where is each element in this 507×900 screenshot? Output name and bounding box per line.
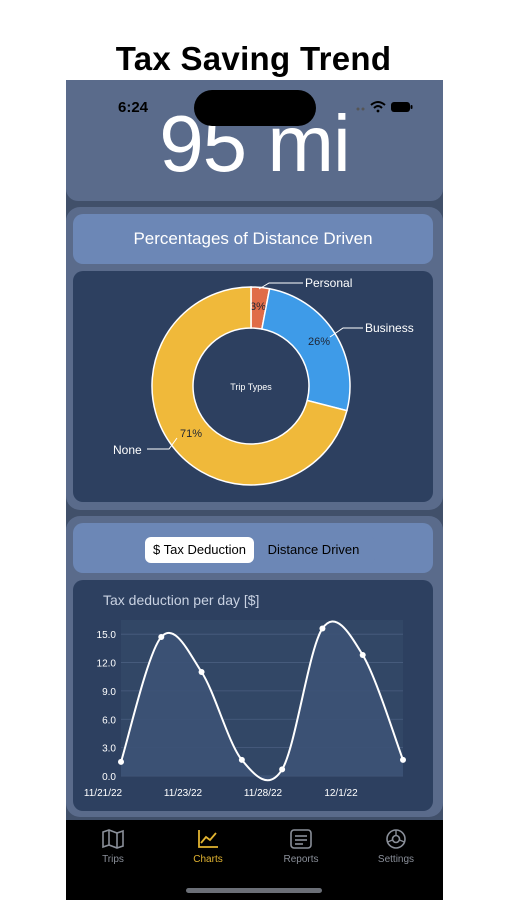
data-point	[400, 756, 406, 763]
y-tick-label: 9.0	[102, 687, 116, 698]
phone-screen: 95 mi 6:24 Percentages of Distance Drive…	[66, 80, 443, 900]
wifi-icon	[370, 101, 386, 113]
distance-percentages-panel: Percentages of Distance Driven 3% Persona…	[66, 207, 443, 510]
y-tick-label: 12.0	[97, 659, 117, 670]
tab-charts[interactable]: Charts	[168, 828, 248, 865]
x-tick-label: 11/23/22	[164, 788, 203, 799]
reports-icon	[290, 829, 312, 849]
donut-center-label: Trip Types	[230, 382, 272, 392]
map-icon	[102, 829, 124, 849]
x-tick-label: 11/21/22	[84, 788, 123, 799]
tab-trips-label: Trips	[102, 854, 124, 865]
segmented-control[interactable]: $ Tax Deduction Distance Driven	[143, 535, 375, 565]
line-area-fill	[121, 621, 403, 781]
x-tick-label: 11/28/22	[244, 788, 283, 799]
tax-chart-panel: $ Tax Deduction Distance Driven Tax dedu…	[66, 516, 443, 817]
home-indicator	[186, 888, 322, 893]
battery-icon	[391, 102, 413, 112]
data-point	[158, 634, 165, 641]
segment-header: $ Tax Deduction Distance Driven	[73, 523, 433, 573]
tab-settings-label: Settings	[377, 854, 415, 865]
page-title: Tax Saving Trend	[115, 40, 392, 77]
data-point	[118, 758, 124, 765]
dynamic-island	[194, 90, 316, 126]
donut-slice-business	[260, 287, 351, 412]
slice-name-label: Personal	[305, 276, 352, 290]
tab-trips[interactable]: Trips	[73, 828, 153, 865]
y-tick-label: 6.0	[102, 715, 116, 726]
data-point	[359, 651, 366, 658]
cellular-icon	[356, 107, 365, 111]
slice-percent-label: 3%	[250, 301, 266, 313]
tab-reports[interactable]: Reports	[261, 828, 341, 865]
slice-name-label: Business	[365, 321, 414, 335]
donut-chart: 3% Personal 26% Business 71% None Trip Types	[113, 276, 414, 486]
settings-icon	[386, 829, 406, 849]
chart-icon	[198, 830, 218, 848]
y-tick-label: 0.0	[102, 772, 116, 783]
tab-bar: Trips Charts Reports	[66, 820, 443, 900]
pie-panel-title: Percentages of Distance Driven	[73, 214, 433, 264]
slice-name-label: None	[113, 443, 142, 457]
y-tick-label: 15.0	[97, 630, 117, 641]
status-icons	[355, 100, 413, 119]
tab-charts-label: Charts	[193, 854, 223, 865]
donut-slice-none	[151, 286, 348, 486]
y-tick-label: 3.0	[102, 744, 116, 755]
line-chart-area: Tax deduction per day [$] 0.0 3.0 6.0 9.0 12…	[73, 580, 433, 811]
data-point	[198, 669, 205, 675]
segment-distance-driven[interactable]: Distance Driven	[267, 542, 360, 557]
chart-title: Tax deduction per day [$]	[103, 592, 260, 608]
slice-leader-line	[258, 282, 303, 290]
pie-chart-area: 3% Personal 26% Business 71% None Trip Types	[73, 271, 433, 502]
data-point	[319, 625, 326, 632]
tab-reports-label: Reports	[283, 854, 319, 865]
data-point	[238, 756, 245, 763]
slice-percent-label: 26%	[308, 336, 330, 348]
status-time: 6:24	[118, 99, 149, 116]
line-chart: 0.0 3.0 6.0 9.0 12.0 15.0 11/21/22 11/23/22 11/2…	[84, 620, 406, 799]
slice-percent-label: 71%	[180, 428, 202, 440]
segment-tax-deduction[interactable]: $ Tax Deduction	[145, 537, 254, 563]
x-tick-label: 12/1/22	[324, 788, 358, 799]
slice-leader-line	[147, 437, 178, 450]
slice-leader-line	[329, 327, 363, 338]
data-point	[279, 766, 286, 773]
tab-settings[interactable]: Settings	[356, 828, 436, 865]
